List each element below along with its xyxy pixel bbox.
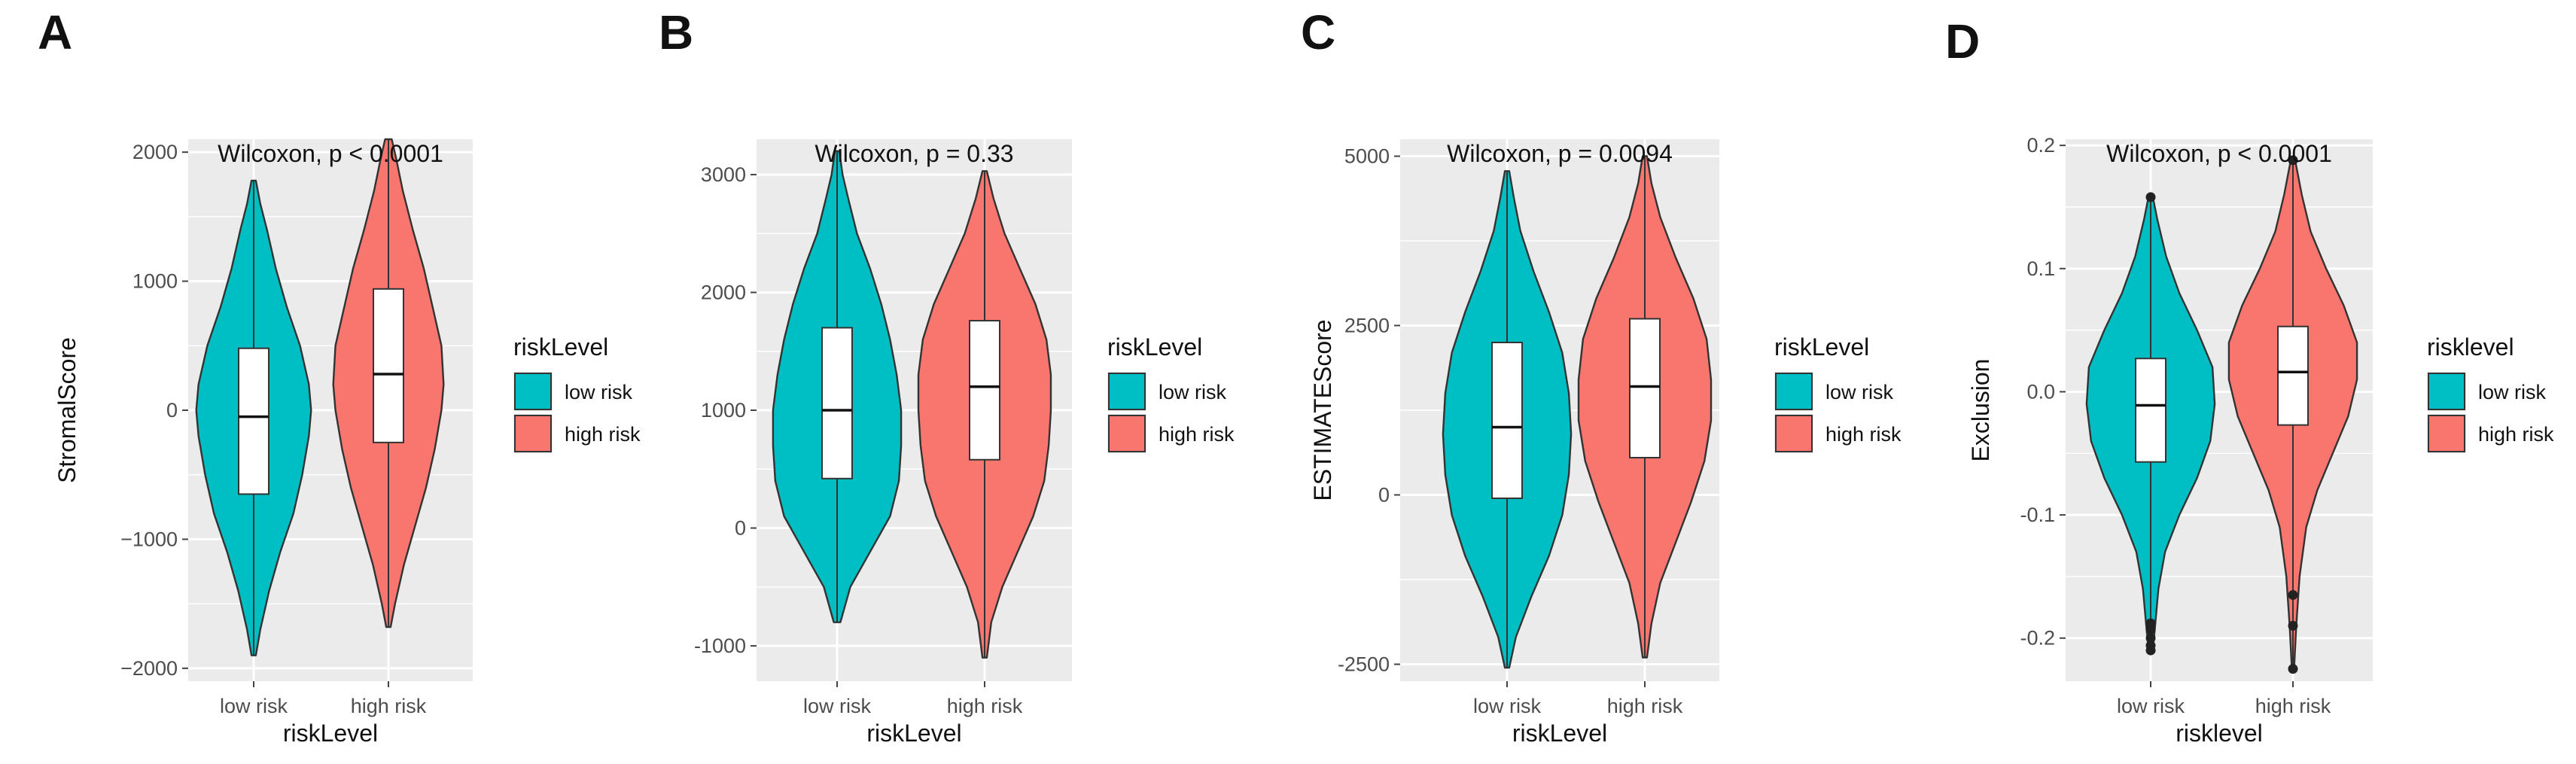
chart1-y-tick-label: 0	[166, 399, 178, 422]
chart2-box	[969, 320, 1000, 461]
chart4-outlier-point	[2145, 192, 2156, 202]
chart4-outlier-point	[2288, 620, 2298, 631]
panel-letter-a: A	[38, 5, 73, 59]
chart1-legend-label: low risk	[565, 381, 633, 403]
chart2-y-tick-label: 0	[735, 517, 746, 540]
chart4-outlier-point	[2288, 589, 2298, 600]
chart2-legend-swatch-low-risk	[1108, 373, 1146, 410]
chart3-box	[1491, 342, 1523, 499]
chart1-box	[373, 288, 404, 443]
chart3-x-axis-label: riskLevel	[1512, 720, 1607, 747]
chart4-legend-swatch-low-risk	[2428, 373, 2465, 410]
chart4-outlier-point	[2145, 624, 2156, 635]
chart3-legend-label: low risk	[1825, 381, 1894, 403]
chart4-y-axis-label: Exclusion	[1967, 359, 1994, 462]
chart3-stat-annotation: Wilcoxon, p = 0.0094	[1447, 140, 1673, 167]
chart3-box	[1629, 318, 1661, 458]
chart4-y-tick-label: -0.1	[2020, 504, 2055, 526]
chart4-y-tick-label: 0.1	[2026, 257, 2055, 280]
chart4-outlier-point	[2145, 633, 2156, 644]
chart3-x-tick-label: low risk	[1473, 695, 1542, 717]
chart1-legend-title: riskLevel	[513, 333, 608, 361]
chart1-stat-annotation: Wilcoxon, p < 0.0001	[218, 140, 443, 167]
chart1-legend-swatch-low-risk	[514, 373, 552, 410]
chart3-y-tick-label: 2500	[1344, 315, 1390, 337]
chart1-x-tick-label: high risk	[351, 695, 427, 717]
chart2-x-tick-label: high risk	[947, 695, 1023, 717]
chart1-group: −2000 −1000 0 1000 2000 low risk high risk Wilc…	[53, 138, 641, 747]
chart4-x-axis-label: risklevel	[2176, 720, 2263, 747]
chart1-y-tick-label: 2000	[132, 141, 178, 163]
chart2-box	[821, 327, 853, 479]
chart3-legend-swatch-low-risk	[1775, 373, 1813, 410]
panel-letter-b: B	[659, 5, 694, 59]
chart3-y-axis-label: ESTIMATEScore	[1309, 319, 1336, 501]
chart3-group: -2500 0 2500 5000 low risk high risk Wilcoxon,…	[1309, 139, 1902, 747]
chart2-y-tick-label: 1000	[701, 399, 746, 422]
chart1-box	[238, 347, 269, 495]
chart2-group: -1000 0 1000 2000 3000 low risk high risk Wilco…	[694, 139, 1235, 747]
chart4-y-tick-label: 0.2	[2026, 134, 2055, 157]
panel-letter-d: D	[1945, 14, 1981, 68]
chart2-y-tick-label: 2000	[701, 281, 746, 303]
chart4-group: -0.2 -0.1 0.0 0.1 0.2 low risk high risk Wilcox…	[1967, 134, 2554, 747]
chart4-legend: risklevel low risk high risk	[2427, 333, 2554, 453]
chart4-box	[2135, 358, 2166, 463]
chart2-x-axis-label: riskLevel	[866, 720, 961, 747]
chart1-legend-label: high risk	[565, 423, 641, 446]
chart2-x-tick-label: low risk	[803, 695, 872, 717]
chart2-legend-label: low risk	[1159, 381, 1227, 403]
chart4-outlier-point	[2288, 155, 2298, 166]
chart4-box	[2277, 325, 2309, 426]
chart2-legend: riskLevel low risk high risk	[1107, 333, 1235, 453]
chart1-x-axis-label: riskLevel	[283, 720, 378, 747]
chart2-y-tick-label: 3000	[701, 163, 746, 186]
chart3-y-tick-label: 0	[1378, 484, 1390, 507]
chart3-x-tick-label: high risk	[1607, 695, 1683, 717]
chart4-outlier-point	[2288, 664, 2298, 674]
chart4-outlier-point	[2145, 645, 2156, 656]
chart4-y-tick-label: -0.2	[2020, 627, 2055, 650]
chart3-y-tick-label: -2500	[1338, 653, 1390, 676]
chart1-x-tick-label: low risk	[220, 695, 288, 717]
chart1-y-tick-label: −2000	[120, 657, 178, 680]
chart3-legend-title: riskLevel	[1774, 333, 1869, 361]
chart4-legend-swatch-high-risk	[2428, 415, 2465, 452]
chart1-y-tick-label: 1000	[132, 270, 178, 293]
chart4-x-tick-label: low risk	[2117, 695, 2185, 717]
chart4-legend-label: low risk	[2478, 381, 2547, 403]
chart2-stat-annotation: Wilcoxon, p = 0.33	[815, 140, 1013, 167]
chart3-legend: riskLevel low risk high risk	[1774, 333, 1902, 453]
chart4-legend-title: risklevel	[2427, 333, 2514, 361]
chart4-x-tick-label: high risk	[2255, 695, 2331, 717]
chart2-y-tick-label: -1000	[694, 635, 746, 657]
chart3-legend-label: high risk	[1825, 423, 1902, 446]
chart4-y-tick-label: 0.0	[2026, 380, 2055, 403]
chart4-stat-annotation: Wilcoxon, p < 0.0001	[2106, 140, 2332, 167]
chart3-y-tick-label: 5000	[1344, 145, 1390, 168]
panel-letter-c: C	[1301, 5, 1336, 59]
chart2-legend-title: riskLevel	[1107, 333, 1202, 361]
chart1-y-axis-label: StromalScore	[53, 337, 81, 483]
chart1-y-tick-label: −1000	[120, 528, 178, 550]
chart2-legend-label: high risk	[1159, 423, 1235, 446]
chart2-legend-swatch-high-risk	[1108, 415, 1146, 452]
chart4-legend-label: high risk	[2478, 423, 2554, 446]
chart1-legend: riskLevel low risk high risk	[513, 333, 641, 453]
chart1-legend-swatch-high-risk	[514, 415, 552, 452]
chart3-legend-swatch-high-risk	[1775, 415, 1813, 452]
